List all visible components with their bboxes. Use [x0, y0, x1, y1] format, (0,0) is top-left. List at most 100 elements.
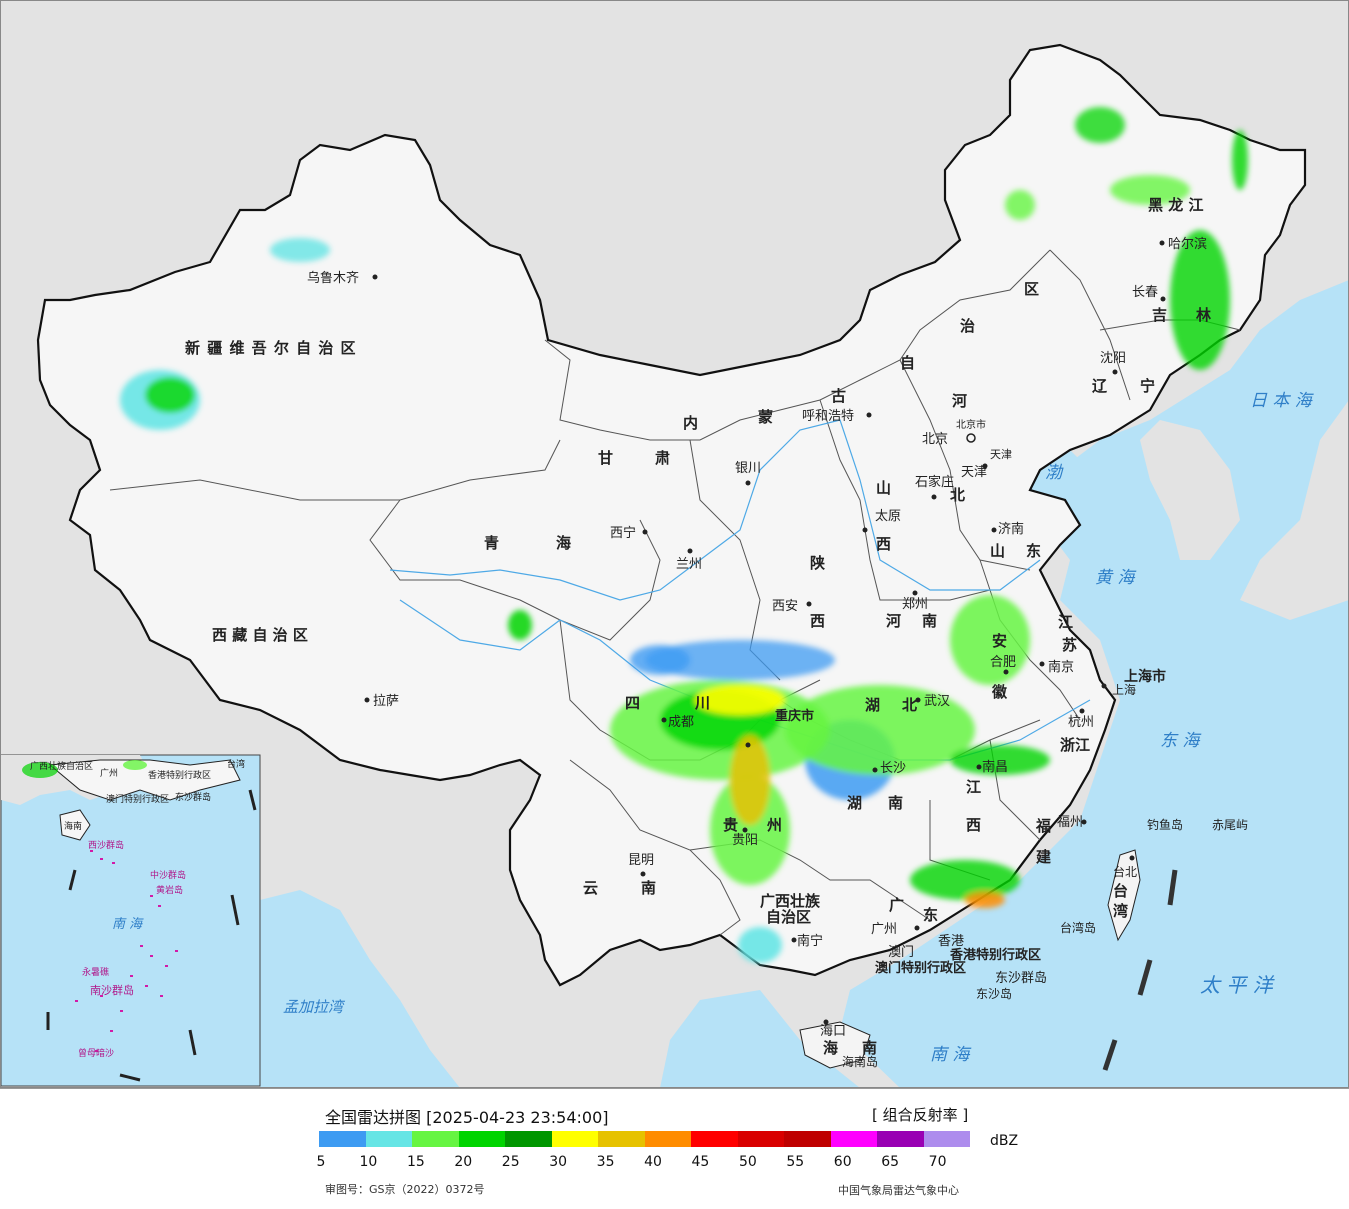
- japan-land: [1240, 400, 1349, 620]
- label-shanxi-shan: 山: [876, 479, 891, 497]
- map-approval-number: 审图号：GS京（2022）0372号: [325, 1183, 485, 1196]
- label-taiwan-tai: 台: [1113, 882, 1128, 900]
- legend-tick-label: 55: [786, 1154, 805, 1170]
- legend-swatch: [412, 1131, 459, 1147]
- label-xian: 西安: [772, 599, 798, 614]
- hainan-island: [799, 1021, 871, 1069]
- legend-tick-label: 20: [454, 1154, 473, 1170]
- label-sea-bohai: 渤: [1045, 463, 1064, 483]
- legend-swatch: [458, 1131, 505, 1147]
- label-jinan: 济南: [998, 521, 1024, 537]
- label-nmg-meng: 蒙: [758, 408, 773, 426]
- label-guizhou-gui: 贵: [723, 816, 738, 834]
- legend-swatch: [505, 1131, 552, 1147]
- label-yinchuan: 银川: [735, 461, 761, 476]
- label-nanchang: 南昌: [982, 759, 1008, 775]
- label-xinjiang: 新 疆 维 吾 尔 自 治 区: [185, 339, 357, 357]
- korea-land: [1140, 420, 1240, 560]
- label-taibei: 台北: [1113, 864, 1137, 879]
- label-guiyang: 贵阳: [732, 833, 758, 848]
- inset-label-macau: 澳门特别行政区: [106, 793, 169, 805]
- sea-bengal: [260, 890, 460, 1088]
- label-hangzhou: 杭州: [1068, 715, 1094, 730]
- label-nmg-nei: 内: [683, 414, 698, 432]
- label-guangxi-2: 自治区: [766, 908, 811, 926]
- label-yunnan-yun: 云: [583, 879, 598, 897]
- label-henan-he: 河: [886, 612, 901, 630]
- label-hohhot: 呼和浩特: [802, 409, 854, 424]
- label-fuzhou: 福州: [1057, 815, 1083, 830]
- label-hongkong: 香港: [938, 934, 964, 949]
- label-macau: 澳门: [888, 944, 914, 960]
- label-sichuan-si: 四: [625, 694, 640, 712]
- legend-title: 全国雷达拼图 [2025-04-23 23:54:00]: [325, 1108, 609, 1127]
- legend-swatch: [551, 1131, 598, 1147]
- label-nanning: 南宁: [797, 933, 823, 949]
- legend-tick-label: 10: [359, 1154, 378, 1170]
- legend-swatch: [365, 1131, 412, 1147]
- legend-swatch: [923, 1131, 970, 1147]
- label-diaoyu: 钓鱼岛: [1147, 817, 1183, 832]
- radar-map: 新 疆 维 吾 尔 自 治 区 乌鲁木齐 西 藏 自 治 区 拉萨 青 海 西宁…: [0, 0, 1349, 1088]
- label-jilin-ji: 吉: [1152, 306, 1167, 324]
- label-guangxi-1: 广西壮族: [760, 892, 821, 910]
- label-beijingshi: 北京市: [956, 418, 986, 431]
- legend-ticks: 5 10 15 20 25 30 35 40 45 50 55 60 65 70: [317, 1154, 1019, 1174]
- inset-label-guangzhou: 广州: [100, 767, 118, 779]
- label-nmg-gu: 古: [831, 387, 846, 405]
- label-hunan-hu: 湖: [847, 794, 862, 812]
- label-hebei-bei: 北: [950, 486, 965, 504]
- inset-label-huangyan: 黄岩岛: [156, 884, 183, 896]
- label-guizhou-zhou: 州: [766, 816, 782, 834]
- label-gansu: 甘: [598, 449, 613, 467]
- label-jiangxi-jiang: 江: [966, 778, 981, 796]
- legend-swatch: [830, 1131, 877, 1147]
- label-guangdong-dong: 东: [923, 906, 938, 924]
- label-zhengzhou: 郑州: [902, 597, 928, 612]
- label-haikou: 海口: [820, 1024, 846, 1039]
- label-xizang: 西 藏 自 治 区: [212, 626, 308, 644]
- inset-label-guangxi: 广西壮族自治区: [30, 760, 93, 772]
- legend-product: [ 组合反射率 ]: [872, 1106, 969, 1124]
- label-shanxi-xi: 西: [876, 535, 891, 553]
- label-changsha: 长沙: [880, 761, 906, 776]
- legend-tick-label: 40: [644, 1154, 662, 1170]
- label-hainan-hai: 海: [823, 1039, 838, 1057]
- legend-colorbar: [319, 1131, 970, 1147]
- label-nmg-zhi: 治: [960, 317, 975, 335]
- label-gansu2: 肃: [655, 449, 670, 467]
- label-chongqing: 重庆市: [775, 708, 814, 724]
- label-bay-bengal: 孟加拉湾: [283, 998, 346, 1016]
- legend-tick-label: 50: [738, 1154, 757, 1170]
- radar-echoes: [120, 107, 1248, 963]
- label-dongsha: 东沙群岛: [995, 970, 1047, 986]
- label-jiangxi-xi: 西: [966, 816, 981, 834]
- data-credit: 中国气象局雷达气象中心: [838, 1184, 959, 1197]
- legend-swatch: [877, 1131, 924, 1147]
- label-taiwan-wan: 湾: [1113, 902, 1128, 920]
- label-yunnan-nan: 南: [641, 879, 656, 897]
- label-lhasa: 拉萨: [373, 694, 399, 709]
- label-fujian-jian: 建: [1036, 848, 1052, 866]
- label-nmg-zi: 自: [900, 354, 915, 372]
- label-shandong-shan: 山: [990, 542, 1005, 560]
- legend-tick-label: 65: [881, 1154, 900, 1170]
- legend-tick-label: 35: [596, 1154, 615, 1170]
- legend-unit: dBZ: [990, 1133, 1019, 1149]
- label-shanghai2: 上海: [1112, 682, 1136, 697]
- legend-panel: [0, 1088, 1349, 1209]
- label-shaanxi-xi: 西: [810, 612, 825, 630]
- label-hubei-hu: 湖: [865, 696, 880, 714]
- inset-label-hk: 香港特别行政区: [148, 769, 211, 781]
- legend-swatch: [737, 1131, 784, 1147]
- label-sea-huang: 黄 海: [1095, 568, 1137, 588]
- inset-label-hainan: 海南: [64, 820, 82, 832]
- label-jiangsu-jiang: 江: [1058, 613, 1073, 631]
- legend-tick-label: 15: [406, 1154, 425, 1170]
- inset-label-xisha: 西沙群岛: [88, 839, 124, 851]
- label-qinghai-1: 青: [484, 534, 499, 552]
- label-zhejiang: 浙江: [1060, 736, 1090, 754]
- label-guangdong-guang: 广: [889, 896, 904, 914]
- label-sea-pacific: 太 平 洋: [1200, 973, 1275, 997]
- label-taiwan-dao: 台湾岛: [1060, 920, 1096, 935]
